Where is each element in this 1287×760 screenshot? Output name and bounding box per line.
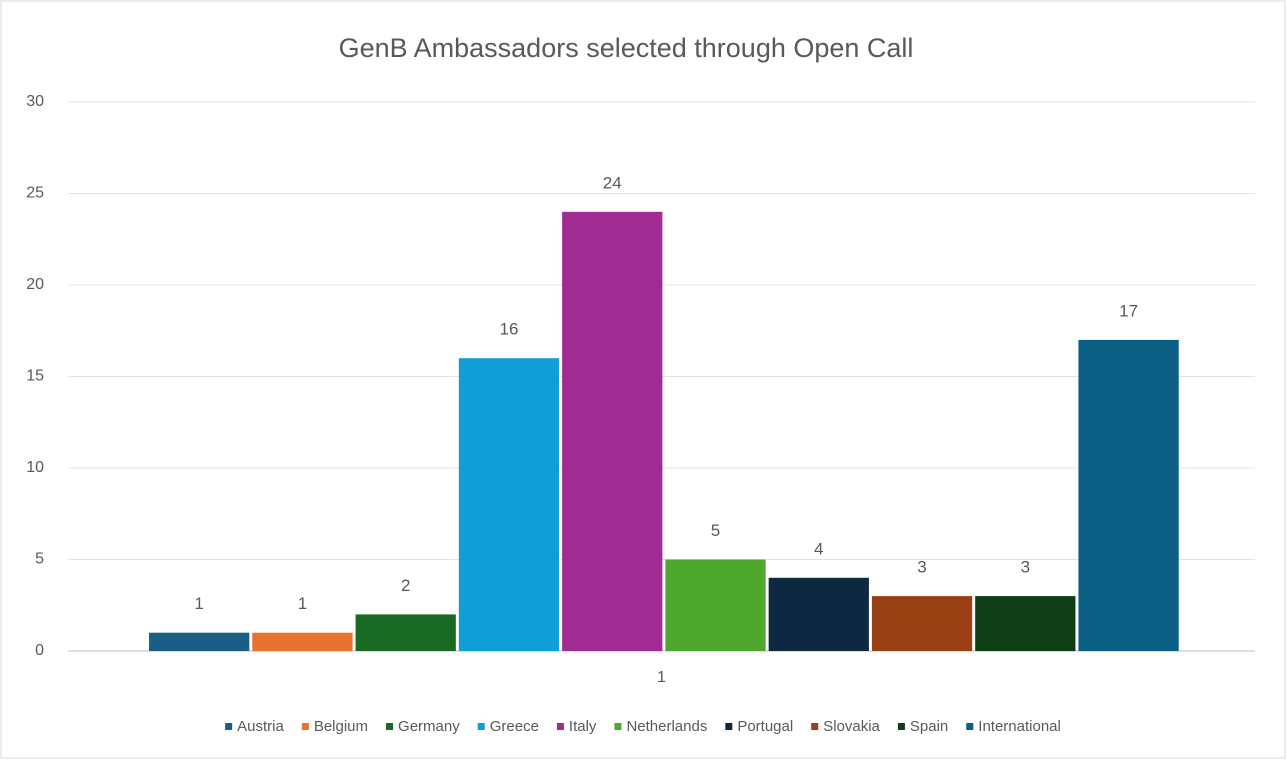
- legend-label: Greece: [490, 718, 539, 735]
- legend-label: Portugal: [737, 718, 793, 735]
- legend-label: Germany: [398, 718, 460, 735]
- y-tick-label: 30: [26, 93, 44, 110]
- bar: [1078, 339, 1179, 651]
- y-tick-label: 0: [35, 642, 44, 659]
- legend-label: Spain: [910, 718, 948, 735]
- legend-marker: [225, 723, 233, 730]
- chart-title: GenB Ambassadors selected through Open C…: [339, 33, 914, 63]
- bar: [665, 559, 766, 651]
- data-label: 3: [1021, 558, 1030, 577]
- bar: [562, 211, 663, 652]
- legend-label: Netherlands: [626, 718, 707, 735]
- data-label: 16: [500, 320, 519, 339]
- legend-marker: [811, 723, 819, 730]
- data-label: 1: [194, 594, 203, 613]
- bar: [458, 358, 560, 651]
- bar: [871, 596, 973, 651]
- legend-marker: [301, 723, 309, 730]
- y-tick-label: 10: [26, 459, 44, 476]
- legend-label: Slovakia: [823, 718, 880, 735]
- legend-marker: [897, 723, 905, 730]
- data-label: 2: [401, 576, 410, 595]
- legend-marker: [725, 723, 733, 730]
- legend-label: Belgium: [314, 718, 368, 735]
- bar: [355, 614, 456, 651]
- legend-marker: [614, 723, 622, 730]
- bar: [149, 632, 250, 651]
- y-tick-label: 15: [26, 368, 44, 385]
- data-label: 3: [917, 558, 926, 577]
- data-label: 24: [603, 173, 622, 192]
- x-tick-label: 1: [657, 669, 666, 686]
- legend-label: Austria: [237, 718, 284, 735]
- y-tick-label: 25: [26, 185, 44, 202]
- data-label: 1: [298, 594, 307, 613]
- legend-marker: [477, 723, 485, 730]
- bar: [252, 632, 353, 651]
- data-label: 4: [814, 539, 823, 558]
- legend-label: Italy: [569, 718, 597, 735]
- bar: [975, 596, 1076, 651]
- y-tick-label: 5: [35, 551, 44, 568]
- y-tick-label: 20: [26, 276, 44, 293]
- bar: [768, 577, 869, 651]
- data-label: 5: [711, 521, 720, 540]
- legend-label: International: [978, 718, 1061, 735]
- legend-marker: [386, 723, 394, 730]
- legend-marker: [556, 723, 564, 730]
- legend-marker: [966, 723, 974, 730]
- data-label: 17: [1119, 301, 1138, 320]
